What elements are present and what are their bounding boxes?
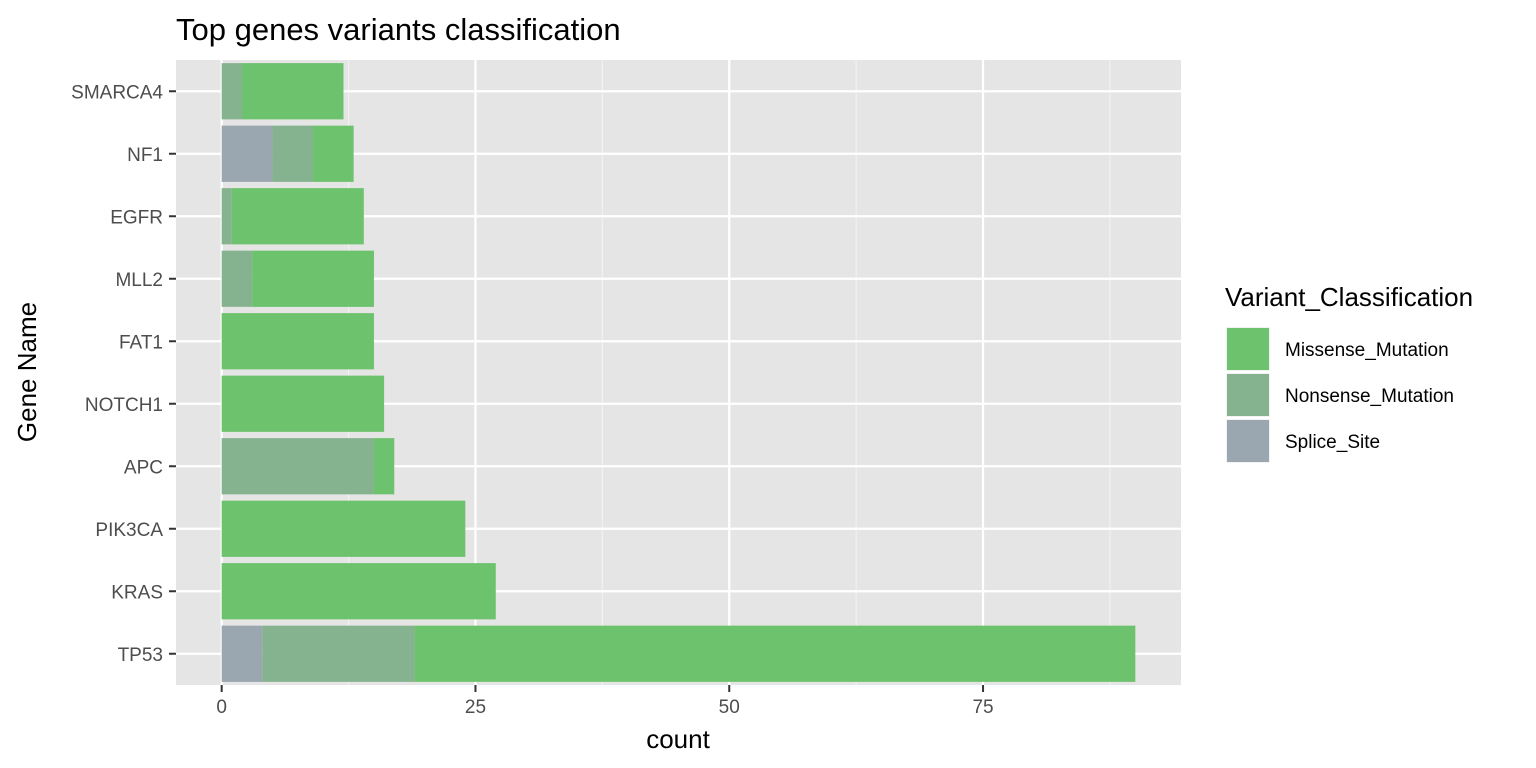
y-tick-label: EGFR xyxy=(110,207,163,228)
x-tick-label: 75 xyxy=(972,697,993,718)
bars xyxy=(221,63,1136,682)
bar-fat1-missense-mutation xyxy=(221,313,374,370)
x-axis-title: count xyxy=(646,724,710,754)
bar-mll2-nonsense-mutation xyxy=(221,250,253,307)
x-axis: 0 25 50 75 xyxy=(216,685,994,718)
y-tick-label: NOTCH1 xyxy=(85,395,163,416)
y-axis-title: Gene Name xyxy=(12,302,42,442)
chart-title: Top genes variants classification xyxy=(176,12,621,47)
bar-apc-missense-mutation xyxy=(373,438,395,495)
bar-nf1-missense-mutation xyxy=(313,125,354,182)
bar-smarca4-nonsense-mutation xyxy=(221,63,242,120)
legend: Variant_Classification Missense_Mutation… xyxy=(1225,282,1473,463)
y-tick-label: SMARCA4 xyxy=(71,82,163,103)
legend-label: Splice_Site xyxy=(1285,432,1380,453)
legend-swatch-splice-site xyxy=(1227,420,1269,462)
y-tick-label: MLL2 xyxy=(115,270,163,291)
bar-smarca4-missense-mutation xyxy=(241,63,344,120)
bar-egfr-missense-mutation xyxy=(231,188,364,245)
bar-tp53-missense-mutation xyxy=(414,625,1136,682)
y-tick-label: KRAS xyxy=(111,582,163,603)
legend-swatch-missense-mutation xyxy=(1227,328,1269,370)
legend-swatch-nonsense-mutation xyxy=(1227,374,1269,416)
legend-title: Variant_Classification xyxy=(1225,282,1473,312)
bar-pik3ca-missense-mutation xyxy=(221,500,466,557)
legend-label: Missense_Mutation xyxy=(1285,340,1449,361)
bar-egfr-nonsense-mutation xyxy=(221,188,232,245)
bar-apc-nonsense-mutation xyxy=(221,438,374,495)
y-tick-label: FAT1 xyxy=(119,332,163,353)
bar-tp53-nonsense-mutation xyxy=(262,625,415,682)
y-tick-label: APC xyxy=(124,457,163,478)
y-tick-label: NF1 xyxy=(127,145,163,166)
x-tick-label: 25 xyxy=(465,697,486,718)
y-tick-label: TP53 xyxy=(118,645,163,666)
bar-nf1-nonsense-mutation xyxy=(272,125,314,182)
x-tick-label: 0 xyxy=(216,697,227,718)
bar-notch1-missense-mutation xyxy=(221,375,385,432)
y-tick-label: PIK3CA xyxy=(95,520,163,541)
legend-label: Nonsense_Mutation xyxy=(1285,386,1454,407)
x-tick-label: 50 xyxy=(719,697,740,718)
bar-tp53-splice-site xyxy=(221,625,263,682)
bar-mll2-missense-mutation xyxy=(252,250,374,307)
bar-nf1-splice-site xyxy=(221,125,273,182)
y-axis: SMARCA4 NF1 EGFR MLL2 FAT1 NOTCH1 APC PIK3CA KRA… xyxy=(71,82,176,666)
bar-kras-missense-mutation xyxy=(221,563,496,620)
